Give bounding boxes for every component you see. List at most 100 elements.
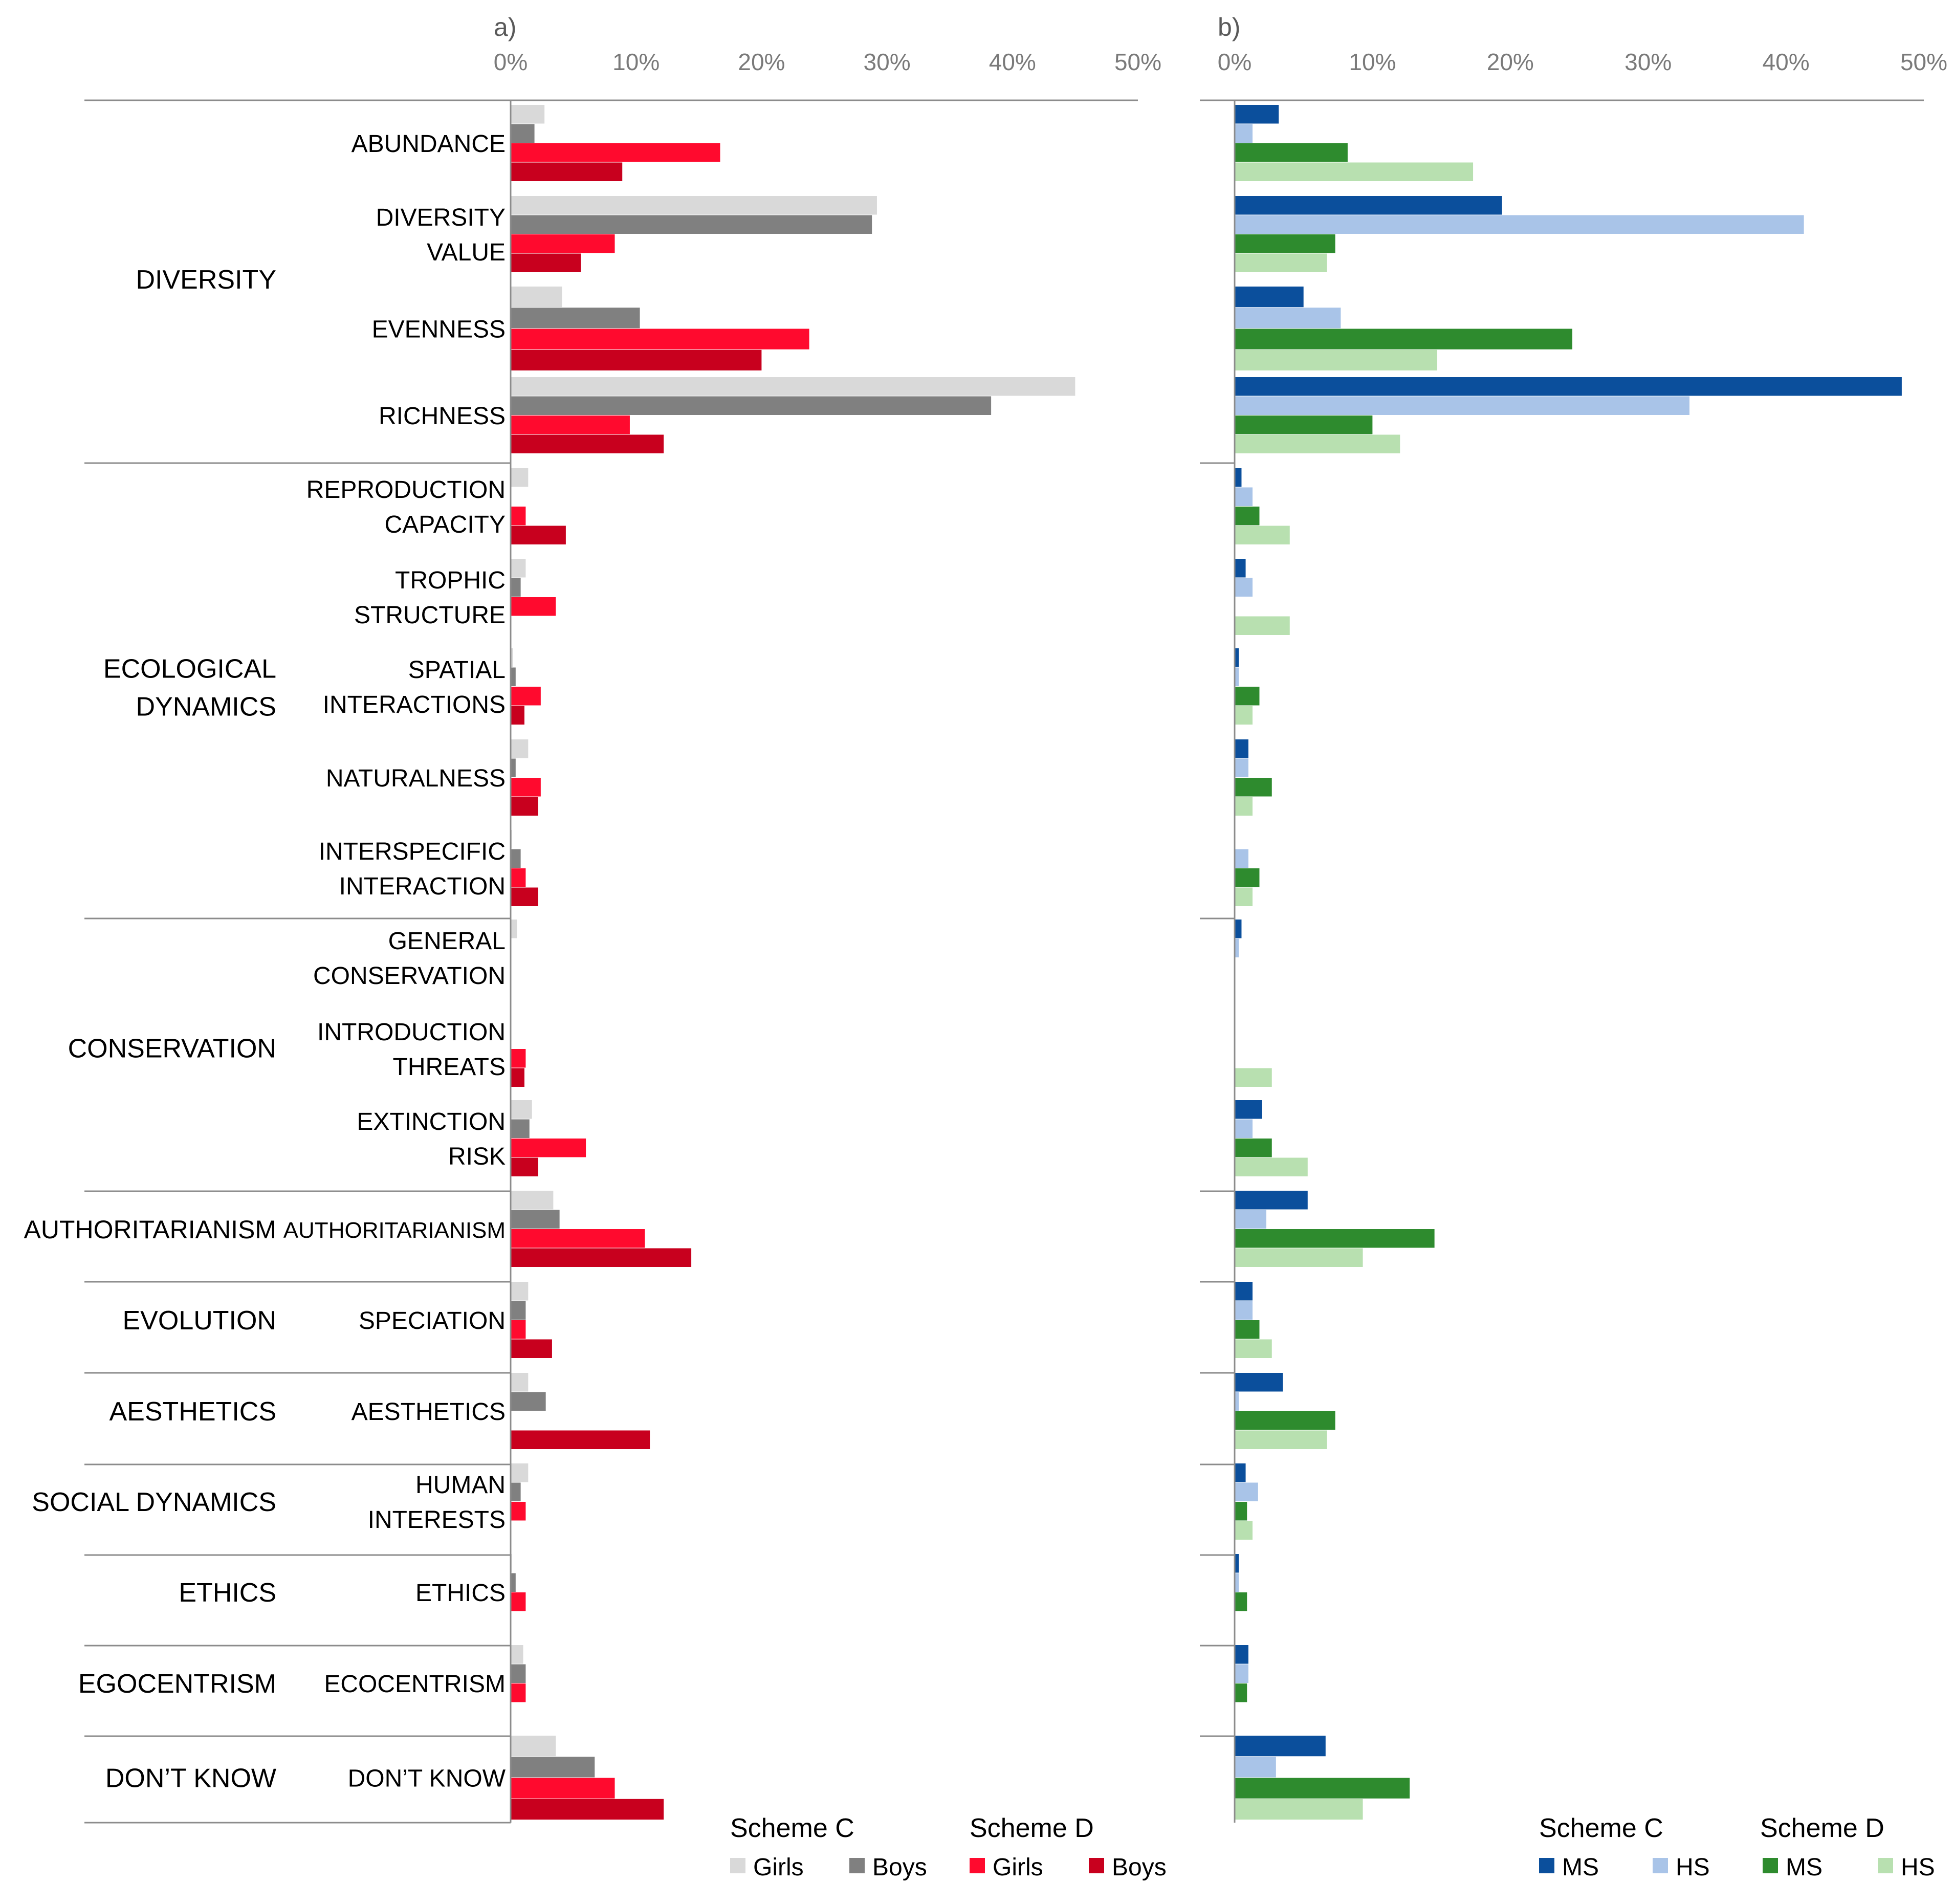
bar-scheme-c-hs-ecocentrism (1235, 1664, 1248, 1683)
category-label-ecocentrism: ECOCENTRISM (324, 1671, 506, 1698)
bar-scheme-c-boys-dont-know (511, 1757, 595, 1778)
bar-scheme-c-ms-diversity-value (1235, 196, 1502, 215)
group-label-social-dynamics: SOCIAL DYNAMICS (32, 1487, 276, 1517)
legend-label: Boys (1112, 1854, 1167, 1881)
bar-scheme-c-ms-ethics (1235, 1554, 1239, 1573)
group-label-ethics: ETHICS (179, 1578, 276, 1608)
bar-scheme-d-hs-naturalness (1235, 797, 1253, 816)
bar-scheme-d-girls-evenness (511, 329, 809, 349)
legend-title: Scheme D (970, 1813, 1094, 1843)
bar-scheme-d-girls-dont-know (511, 1778, 615, 1799)
bar-scheme-d-hs-reproduction-capacity (1235, 526, 1290, 544)
bar-scheme-d-ms-human-interests (1235, 1502, 1247, 1521)
group-label-ecological: ECOLOGICAL (103, 654, 276, 684)
bar-scheme-d-hs-richness (1235, 434, 1400, 453)
x-tick-label: 20% (1487, 49, 1534, 75)
x-tick-label: 10% (612, 49, 660, 75)
x-tick-label: 0% (494, 49, 528, 75)
bar-scheme-d-ms-ethics (1235, 1592, 1247, 1611)
bar-scheme-d-girls-introduction-threats (511, 1049, 526, 1068)
bar-scheme-c-boys-naturalness (511, 758, 516, 777)
bar-scheme-d-girls-ethics (511, 1592, 526, 1611)
bar-scheme-d-hs-authoritarianism (1235, 1248, 1363, 1267)
category-label-interests: INTERESTS (368, 1506, 506, 1534)
panel-label: b) (1218, 13, 1240, 41)
bar-scheme-d-girls-spatial-interactions (511, 687, 541, 706)
bar-scheme-d-boys-extinction-risk (511, 1157, 538, 1176)
bar-scheme-c-boys-trophic-structure (511, 578, 521, 597)
bar-scheme-c-ms-general-conservation (1235, 920, 1242, 938)
legend-swatch (1763, 1858, 1778, 1873)
bar-scheme-d-boys-diversity-value (511, 253, 581, 272)
bar-scheme-c-hs-evenness (1235, 308, 1341, 329)
bar-scheme-c-hs-dont-know (1235, 1757, 1276, 1778)
panel-label: a) (494, 13, 516, 41)
bar-scheme-c-boys-ecocentrism (511, 1664, 526, 1683)
category-label-naturalness: NATURALNESS (326, 765, 506, 792)
legend-swatch (1878, 1858, 1893, 1873)
bar-scheme-c-ms-trophic-structure (1235, 559, 1246, 578)
bar-scheme-d-ms-richness (1235, 415, 1373, 434)
category-label-ethics: ETHICS (415, 1580, 506, 1607)
bar-scheme-c-hs-interspecific-interaction (1235, 849, 1248, 868)
category-label-value: VALUE (427, 239, 506, 266)
group-label-aesthetics: AESTHETICS (109, 1397, 277, 1427)
x-tick-label: 50% (1114, 49, 1161, 75)
legend-swatch (1539, 1858, 1554, 1873)
bar-scheme-d-ms-interspecific-interaction (1235, 868, 1260, 887)
x-tick-label: 30% (1624, 49, 1672, 75)
x-tick-label: 50% (1900, 49, 1947, 75)
x-tick-label: 0% (1218, 49, 1252, 75)
bar-scheme-d-hs-speciation (1235, 1339, 1272, 1358)
bar-scheme-c-girls-spatial-interactions (511, 648, 513, 667)
bar-scheme-c-girls-trophic-structure (511, 559, 526, 578)
bar-scheme-d-boys-evenness (511, 349, 762, 370)
bar-scheme-d-boys-authoritarianism (511, 1248, 692, 1267)
bar-scheme-c-girls-ecocentrism (511, 1645, 523, 1664)
category-label-abundance: ABUNDANCE (352, 130, 506, 158)
bar-scheme-c-hs-naturalness (1235, 758, 1248, 777)
bar-scheme-d-boys-reproduction-capacity (511, 526, 566, 544)
legend-label: Girls (753, 1854, 804, 1881)
bar-scheme-d-girls-interspecific-interaction (511, 868, 526, 887)
legend-label: Girls (993, 1854, 1043, 1881)
bar-scheme-c-girls-extinction-risk (511, 1100, 532, 1119)
bar-scheme-d-boys-interspecific-interaction (511, 887, 538, 906)
bar-scheme-c-hs-diversity-value (1235, 215, 1804, 234)
legend-swatch (849, 1858, 865, 1873)
bar-scheme-c-ms-naturalness (1235, 739, 1248, 758)
legend-label: HS (1676, 1854, 1710, 1881)
bar-scheme-c-girls-evenness (511, 287, 562, 308)
bar-scheme-d-boys-dont-know (511, 1799, 664, 1820)
legend-swatch (970, 1858, 985, 1873)
legend-swatch (730, 1858, 745, 1873)
bar-scheme-c-ms-speciation (1235, 1282, 1253, 1301)
category-label-capacity: CAPACITY (385, 511, 506, 538)
bar-scheme-d-ms-reproduction-capacity (1235, 507, 1260, 526)
category-label-reproduction: REPRODUCTION (306, 476, 506, 504)
category-label-spatial: SPATIAL (408, 656, 506, 684)
group-label-diversity: DIVERSITY (136, 265, 277, 295)
bar-scheme-d-hs-extinction-risk (1235, 1157, 1308, 1176)
bar-scheme-d-ms-authoritarianism (1235, 1229, 1435, 1248)
bar-scheme-c-girls-reproduction-capacity (511, 468, 529, 487)
bar-scheme-d-girls-human-interests (511, 1502, 526, 1521)
bar-scheme-d-boys-aesthetics (511, 1430, 650, 1449)
category-label-dont-know: DON’T KNOW (348, 1765, 506, 1792)
bar-scheme-c-boys-interspecific-interaction (511, 849, 521, 868)
bar-scheme-d-girls-diversity-value (511, 234, 615, 253)
bar-scheme-d-ms-abundance (1235, 143, 1348, 162)
bar-scheme-c-boys-abundance (511, 124, 535, 143)
x-tick-label: 20% (738, 49, 785, 75)
category-label-authoritarianism: AUTHORITARIANISM (283, 1218, 506, 1243)
bar-scheme-d-boys-speciation (511, 1339, 552, 1358)
bar-scheme-c-ms-extinction-risk (1235, 1100, 1262, 1119)
bar-scheme-c-boys-extinction-risk (511, 1119, 530, 1138)
bar-scheme-c-ms-dont-know (1235, 1736, 1326, 1757)
bar-scheme-d-hs-trophic-structure (1235, 616, 1290, 635)
bar-scheme-d-ms-diversity-value (1235, 234, 1335, 253)
bar-scheme-d-ms-naturalness (1235, 778, 1272, 797)
category-label-threats: THREATS (393, 1054, 506, 1081)
